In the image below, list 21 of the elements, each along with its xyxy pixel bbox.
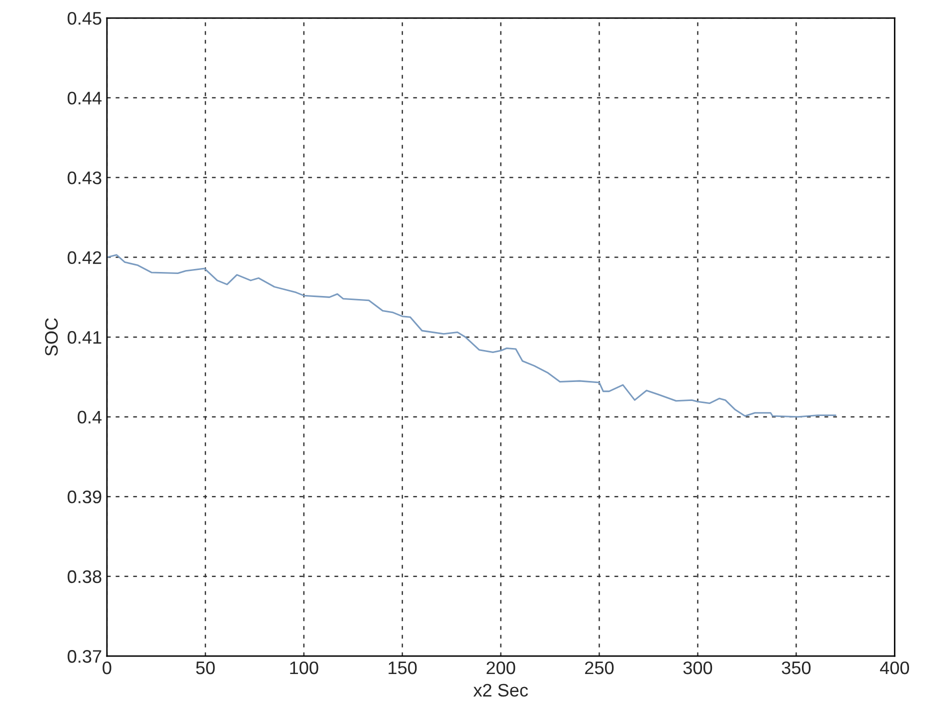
y-tick-label: 0.45	[68, 12, 102, 25]
x-tick-label: 150	[388, 661, 417, 674]
y-tick-label: 0.37	[68, 650, 102, 663]
x-tick-label: 300	[683, 661, 712, 674]
x-tick-label: 0	[102, 661, 112, 674]
x-tick-label: 350	[782, 661, 811, 674]
x-tick-label: 100	[290, 661, 318, 674]
y-axis-title: SOC	[45, 318, 58, 356]
y-tick-label: 0.38	[68, 570, 102, 584]
x-tick-label: 50	[196, 661, 215, 674]
y-tick-label: 0.42	[68, 251, 102, 264]
x-tick-label: 200	[486, 661, 516, 674]
y-tick-label: 0.39	[68, 490, 102, 504]
line-series	[106, 254, 836, 418]
x-tick-label: 400	[880, 661, 910, 674]
y-tick-label: 0.4	[78, 410, 102, 424]
y-tick-label: 0.44	[68, 92, 102, 105]
y-tick-label: 0.41	[68, 331, 102, 344]
x-axis-title: x2 Sec	[473, 684, 528, 697]
x-tick-label: 250	[585, 661, 614, 674]
y-tick-label: 0.43	[68, 171, 102, 184]
